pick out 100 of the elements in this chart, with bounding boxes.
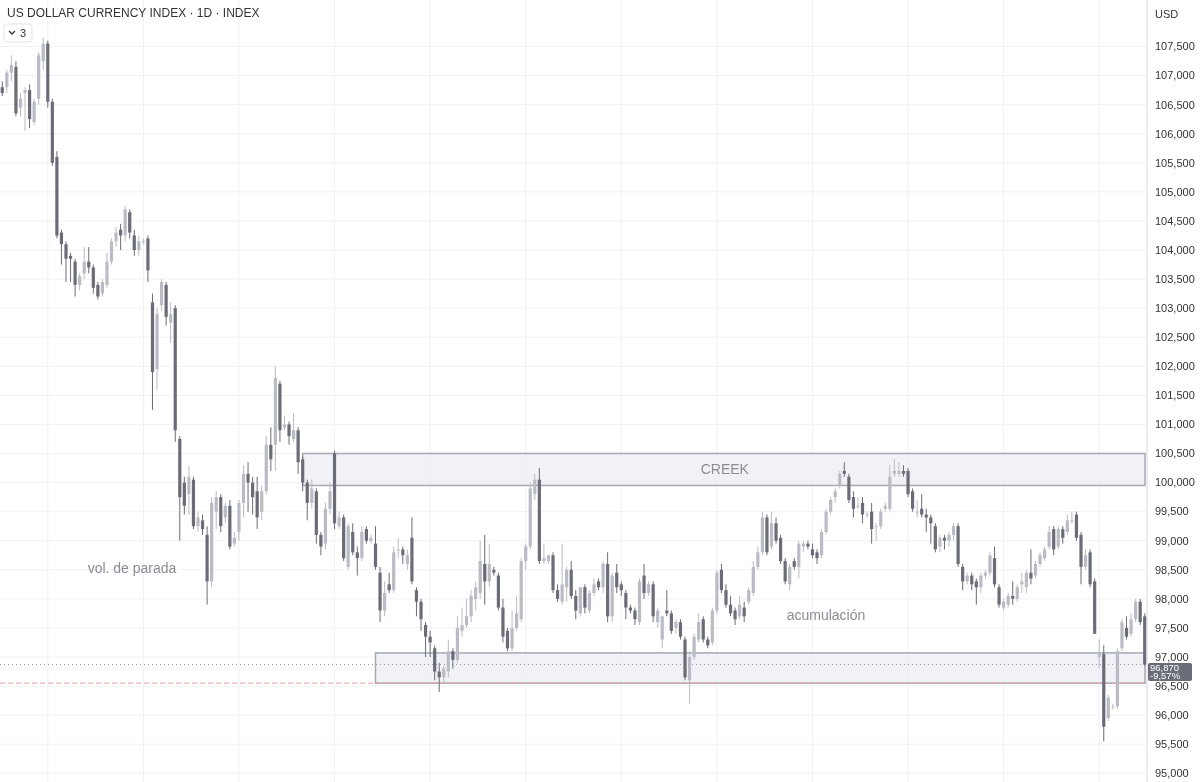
candlestick [319, 531, 323, 556]
candlestick [423, 621, 428, 658]
candlestick [128, 208, 132, 239]
candlestick [1124, 615, 1129, 641]
candlestick [1047, 525, 1051, 550]
candlestick [414, 586, 419, 617]
candlestick [669, 609, 673, 635]
candlestick [464, 598, 469, 629]
candlestick [109, 237, 114, 266]
y-tick-label: 107,000 [1155, 69, 1195, 82]
candlestick [583, 583, 587, 614]
candlestick [920, 493, 924, 518]
candlestick [351, 522, 355, 556]
candlestick [938, 534, 942, 553]
candlestick [1129, 612, 1133, 638]
candlestick [41, 37, 45, 71]
candlestick [64, 240, 68, 283]
y-tick-label: 105,500 [1155, 156, 1195, 169]
candlestick [132, 229, 136, 257]
y-tick-label: 103,500 [1155, 272, 1195, 285]
y-tick-label: 106,000 [1155, 127, 1195, 140]
candlestick [373, 525, 378, 571]
candlestick [797, 540, 801, 580]
y-tick-label: 100,000 [1155, 476, 1195, 489]
y-tick-label: 106,500 [1155, 98, 1195, 111]
candlestick [260, 484, 264, 521]
candlestick [1056, 525, 1060, 550]
y-axis-title: USD [1155, 7, 1179, 20]
candlestick [187, 464, 191, 516]
candlestick [806, 540, 810, 550]
candlestick [687, 650, 692, 705]
candlestick [824, 508, 828, 536]
candlestick [137, 234, 141, 257]
candlestick [665, 589, 669, 617]
y-tick-label: 101,000 [1155, 418, 1195, 431]
candlestick [510, 609, 514, 652]
candlestick [856, 496, 860, 510]
candlestick [182, 476, 186, 516]
candlestick [515, 595, 519, 632]
candlestick [1083, 548, 1088, 571]
y-tick-label: 102,500 [1155, 331, 1195, 344]
candlestick [587, 589, 592, 614]
candlestick [9, 54, 13, 82]
candlestick [18, 92, 23, 117]
candlestick [1134, 598, 1138, 623]
candlestick [601, 560, 605, 594]
candlestick [947, 531, 951, 548]
y-tick-label: 102,000 [1155, 360, 1195, 373]
candlestick [678, 618, 683, 641]
candlestick [915, 499, 919, 518]
candlestick [1020, 572, 1024, 594]
candlestick [405, 548, 409, 571]
candlestick [328, 482, 332, 516]
text: US DOLLAR CURRENCY INDEX · 1D · INDEX [7, 6, 260, 21]
candlestick [851, 490, 856, 518]
candlestick [815, 548, 819, 565]
y-tick-label: 104,500 [1155, 214, 1195, 227]
candlestick [860, 496, 865, 524]
candlestick [337, 511, 341, 530]
candlestick [1106, 694, 1110, 722]
candlestick [756, 546, 760, 571]
candlestick [565, 566, 569, 603]
candlestick [310, 479, 314, 510]
candlestick [383, 580, 387, 617]
candlestick [169, 301, 173, 344]
candlestick [355, 546, 359, 577]
candlestick [305, 479, 309, 521]
candlestick [23, 86, 27, 132]
y-tick-label: 100,500 [1155, 447, 1195, 460]
candlestick [1011, 580, 1015, 606]
y-tick-label: 96,500 [1155, 679, 1189, 692]
candlestick [788, 563, 792, 591]
y-tick-label: 107,500 [1155, 40, 1195, 53]
y-tick-label: 95,000 [1155, 767, 1189, 780]
annotation: 3 [20, 26, 27, 39]
candlestick [291, 412, 296, 443]
candlestick [642, 563, 646, 600]
candlestick [91, 264, 95, 295]
candlestick [419, 598, 423, 632]
y-tick-label: 104,000 [1155, 243, 1195, 256]
candlestick [433, 644, 437, 681]
candlestick [633, 607, 637, 626]
candlestick [1097, 639, 1101, 670]
candlestick [287, 421, 291, 446]
candlestick [159, 278, 164, 312]
candlestick [719, 563, 724, 594]
candlestick [674, 618, 678, 635]
candlestick [933, 522, 937, 553]
candlestick [1052, 525, 1056, 556]
y-tick-label: 96,000 [1155, 708, 1189, 721]
candlestick [246, 461, 250, 513]
y-tick-label: 99,000 [1155, 534, 1189, 547]
candlestick [487, 543, 491, 588]
y-tick-label: 101,500 [1155, 389, 1195, 402]
annotation: vol. de parada [87, 559, 177, 576]
candlestick [1029, 548, 1033, 585]
candlestick [1065, 514, 1069, 536]
candlestick [469, 589, 473, 623]
candlestick [396, 537, 400, 559]
candlestick [387, 572, 391, 594]
